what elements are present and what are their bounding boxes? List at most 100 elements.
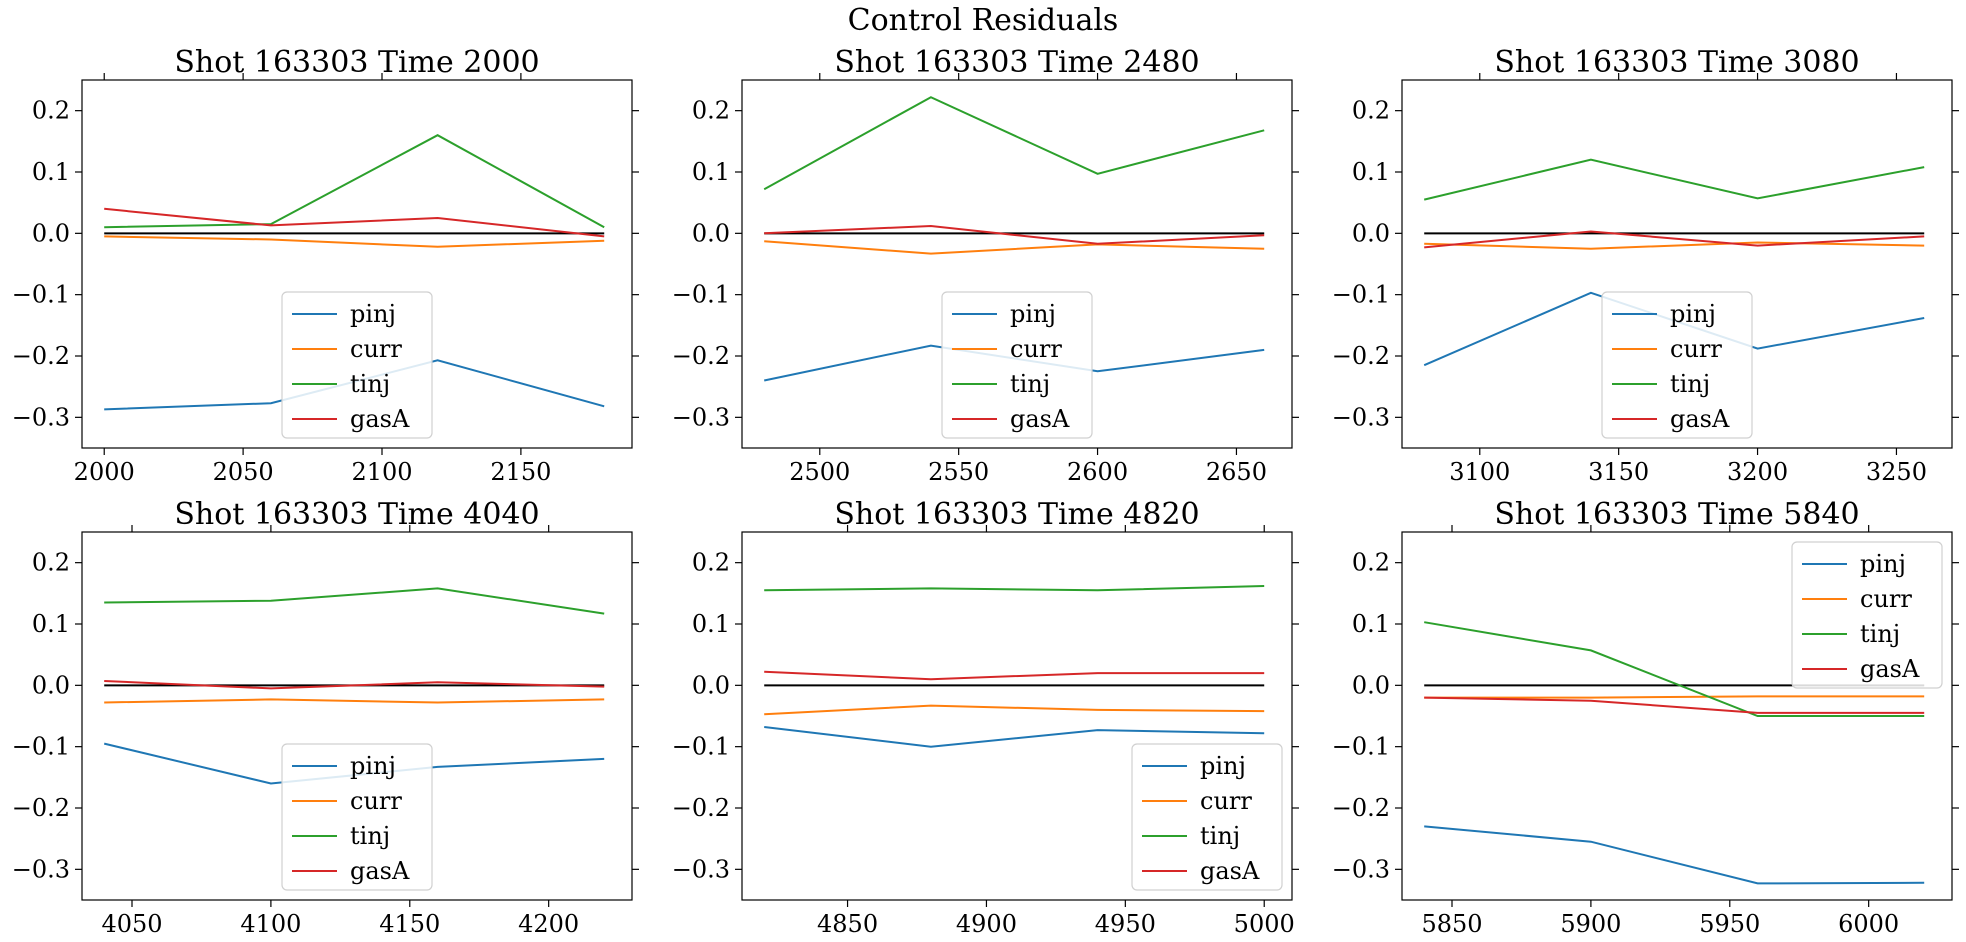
series-line-curr <box>764 240 1265 255</box>
x-tick-label: 4900 <box>956 910 1017 938</box>
legend-label-gasA: gasA <box>1670 405 1730 433</box>
y-tick-label: −0.1 <box>672 281 730 309</box>
y-tick-label: 0.0 <box>32 219 70 247</box>
y-tick-label: 0.2 <box>32 549 70 577</box>
series-line-tinj <box>104 587 605 615</box>
legend-label-curr: curr <box>350 787 402 815</box>
series-line-curr <box>764 704 1265 716</box>
legend-label-pinj: pinj <box>1860 550 1906 578</box>
series-line-curr <box>1424 695 1925 699</box>
legend-label-pinj: pinj <box>1670 300 1716 328</box>
legend: pinj curr tinj gasA <box>941 291 1093 439</box>
legend-label-gasA: gasA <box>350 405 410 433</box>
x-tick-label: 5900 <box>1560 910 1621 938</box>
y-tick-label: −0.1 <box>12 281 70 309</box>
x-tick-label: 4950 <box>1095 910 1156 938</box>
x-tick-label: 2600 <box>1067 458 1128 486</box>
plot-frame <box>741 531 1293 901</box>
x-tick-label: 4850 <box>817 910 878 938</box>
legend-label-tinj: tinj <box>350 370 390 398</box>
y-tick-label: 0.2 <box>692 549 730 577</box>
x-tick-label: 6000 <box>1838 910 1899 938</box>
legend-label-tinj: tinj <box>1860 620 1900 648</box>
x-tick-label: 2100 <box>351 458 412 486</box>
legend-label-pinj: pinj <box>350 752 396 780</box>
series-line-curr <box>104 235 605 248</box>
x-tick-label: 3250 <box>1866 458 1927 486</box>
plot-frame <box>1401 79 1953 449</box>
legend-label-pinj: pinj <box>1010 300 1056 328</box>
y-tick-label: 0.1 <box>32 158 70 186</box>
subplot-title: Shot 163303 Time 5840 <box>1494 497 1859 532</box>
legend-label-gasA: gasA <box>1200 857 1260 885</box>
legend-box <box>281 291 433 439</box>
y-tick-label: 0.1 <box>692 610 730 638</box>
legend-label-tinj: tinj <box>1670 370 1710 398</box>
y-tick-label: 0.0 <box>1352 219 1390 247</box>
legend: pinj curr tinj gasA <box>281 291 433 439</box>
x-tick-label: 5000 <box>1234 910 1295 938</box>
plot-frame <box>741 79 1293 449</box>
plot-frame <box>1401 531 1953 901</box>
y-tick-label: −0.1 <box>672 733 730 761</box>
legend-box <box>281 743 433 891</box>
subplot-title: Shot 163303 Time 2480 <box>834 45 1199 80</box>
x-tick-label: 4100 <box>240 910 301 938</box>
subplot-2: Shot 163303 Time 2480 0.2 0.1 0.0 −0.1 −0.2 −0… <box>672 45 1299 486</box>
subplot-title: Shot 163303 Time 4820 <box>834 497 1199 532</box>
y-tick-label: −0.3 <box>672 403 730 431</box>
legend-label-curr: curr <box>350 335 402 363</box>
series-line-gasA <box>104 680 605 690</box>
y-tick-label: 0.2 <box>1352 549 1390 577</box>
legend-box <box>1601 291 1753 439</box>
legend-box <box>941 291 1093 439</box>
x-tick-label: 5850 <box>1421 910 1482 938</box>
subplot-4: Shot 163303 Time 4040 0.2 0.1 0.0 −0.1 −0.2 −0… <box>12 497 639 938</box>
subplot-title: Shot 163303 Time 2000 <box>174 45 539 80</box>
y-tick-label: −0.1 <box>12 733 70 761</box>
subplot-1: Shot 163303 Time 2000 0.2 0.1 0.0 −0.1 −0.2 −0… <box>12 45 639 486</box>
plot-frame <box>81 531 633 901</box>
y-tick-label: 0.0 <box>1352 671 1390 699</box>
plot-frame <box>81 79 633 449</box>
legend-label-curr: curr <box>1670 335 1722 363</box>
series-line-gasA <box>764 224 1265 245</box>
legend: pinj curr tinj gasA <box>1131 743 1283 891</box>
y-tick-label: 0.0 <box>32 671 70 699</box>
y-tick-label: −0.2 <box>1332 342 1390 370</box>
y-tick-label: −0.3 <box>12 855 70 883</box>
y-tick-label: −0.2 <box>672 794 730 822</box>
y-tick-label: 0.2 <box>1352 97 1390 125</box>
legend-label-gasA: gasA <box>350 857 410 885</box>
subplot-5: Shot 163303 Time 4820 0.2 0.1 0.0 −0.1 −0.2 −0… <box>672 497 1299 938</box>
x-tick-label: 3200 <box>1727 458 1788 486</box>
x-tick-label: 2150 <box>490 458 551 486</box>
y-tick-label: −0.3 <box>1332 855 1390 883</box>
y-tick-label: −0.1 <box>1332 733 1390 761</box>
legend: pinj curr tinj gasA <box>1601 291 1753 439</box>
subplot-title: Shot 163303 Time 4040 <box>174 497 539 532</box>
x-tick-label: 3150 <box>1588 458 1649 486</box>
series-line-tinj <box>1424 621 1925 717</box>
legend-label-tinj: tinj <box>1010 370 1050 398</box>
y-tick-label: −0.3 <box>672 855 730 883</box>
series-line-gasA <box>104 207 605 238</box>
x-tick-label: 4050 <box>101 910 162 938</box>
y-tick-label: 0.0 <box>692 219 730 247</box>
legend-label-curr: curr <box>1860 585 1912 613</box>
x-tick-label: 4200 <box>518 910 579 938</box>
x-tick-label: 2000 <box>74 458 135 486</box>
legend-label-pinj: pinj <box>1200 752 1246 780</box>
series-line-curr <box>1424 241 1925 250</box>
y-tick-label: −0.1 <box>1332 281 1390 309</box>
x-tick-label: 2650 <box>1206 458 1267 486</box>
series-line-tinj <box>763 96 1265 191</box>
x-tick-label: 3100 <box>1449 458 1510 486</box>
subplot-title: Shot 163303 Time 3080 <box>1494 45 1859 80</box>
x-tick-label: 2500 <box>789 458 850 486</box>
series-line-pinj <box>764 726 1265 748</box>
legend-label-tinj: tinj <box>350 822 390 850</box>
legend-label-curr: curr <box>1010 335 1062 363</box>
subplot-6: Shot 163303 Time 5840 0.2 0.1 0.0 −0.1 −0.2 −0… <box>1332 497 1959 938</box>
